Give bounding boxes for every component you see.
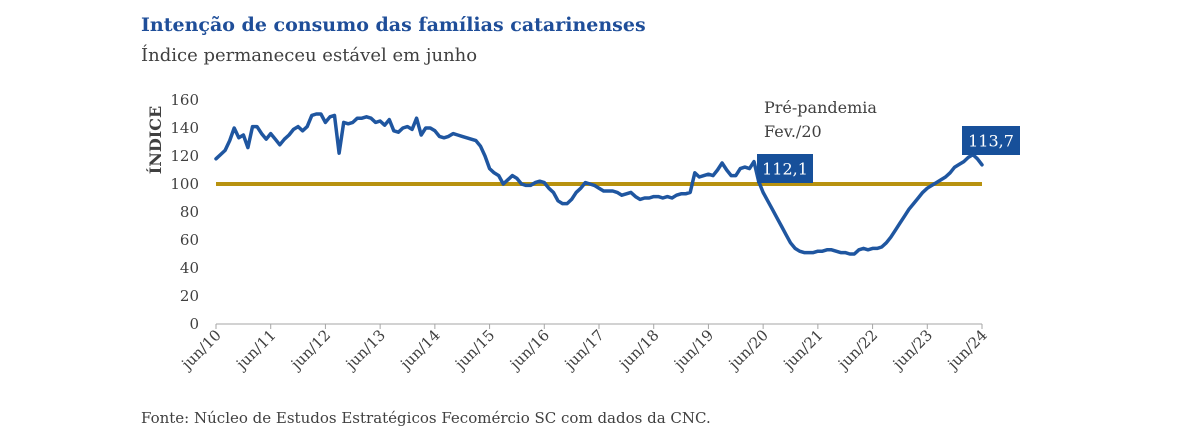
y-tick-label: 0 [189, 315, 199, 333]
y-tick-label: 80 [180, 203, 199, 221]
series-line-index [214, 112, 984, 256]
x-tick-label: jun/18 [614, 326, 662, 374]
x-axis-ticks: jun/10 jun/11 jun/12 jun/13 jun/14 jun/15 jun/… [177, 324, 991, 374]
x-tick-label: jun/15 [450, 326, 498, 374]
x-tick-label: jun/17 [560, 326, 608, 374]
y-tick-label: 60 [180, 231, 199, 249]
x-tick-label: jun/16 [505, 326, 553, 374]
x-tick-label: jun/10 [177, 326, 225, 374]
y-tick-label: 160 [170, 91, 199, 109]
y-tick-label: 100 [170, 175, 199, 193]
value-label-box-latest [962, 126, 1020, 155]
x-tick-label: jun/13 [341, 326, 389, 374]
x-tick-label: jun/14 [396, 326, 444, 374]
annotation-pre-pandemic: Pré-pandemia [764, 98, 877, 117]
y-tick-label: 20 [180, 287, 199, 305]
x-tick-label: jun/12 [286, 326, 334, 374]
x-tick-label: jun/24 [943, 326, 991, 374]
x-tick-label: jun/21 [779, 326, 827, 374]
y-tick-label: 120 [170, 147, 199, 165]
value-label-box-pre-pandemic [757, 154, 813, 183]
x-tick-label: jun/11 [231, 326, 279, 374]
annotation-feb-20: Fev./20 [764, 122, 822, 141]
x-tick-label: jun/19 [669, 326, 717, 374]
source-note: Fonte: Núcleo de Estudos Estratégicos Fe… [141, 409, 711, 427]
y-tick-label: 40 [180, 259, 199, 277]
chart-subtitle: Índice permaneceu estável em junho [141, 45, 478, 66]
x-tick-label: jun/20 [724, 326, 772, 374]
y-axis-label: ÍNDICE [145, 106, 165, 174]
y-tick-label: 140 [170, 119, 199, 137]
x-tick-label: jun/22 [833, 326, 881, 374]
value-label-latest: 113,7 [968, 132, 1014, 151]
chart-title: Intenção de consumo das famílias catarin… [141, 14, 646, 36]
y-axis-ticks: 160 140 120 100 80 60 40 20 0 [170, 91, 199, 333]
x-tick-label: jun/23 [888, 326, 936, 374]
value-label-pre-pandemic: 112,1 [762, 160, 808, 179]
